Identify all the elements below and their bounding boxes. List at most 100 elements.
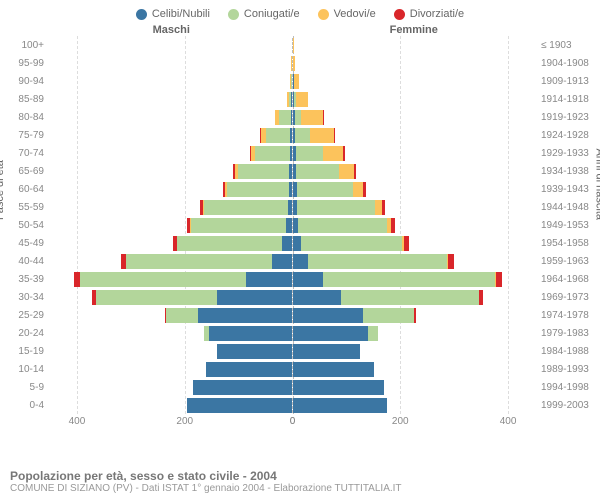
- bar-segment: [294, 74, 299, 89]
- female-bar: [293, 146, 535, 161]
- bar-segment: [391, 218, 395, 233]
- bar-segment: [291, 110, 292, 125]
- y-left-axis-title: Fasce di età: [0, 160, 6, 220]
- bar-pair: [50, 272, 535, 287]
- bar-segment: [80, 272, 247, 287]
- age-row: 55-59 1944-1948: [0, 198, 600, 216]
- age-label: 75-79: [0, 130, 50, 141]
- age-label: 65-69: [0, 166, 50, 177]
- male-bar: [50, 344, 293, 359]
- age-label: 95-99: [0, 58, 50, 69]
- bar-segment: [227, 182, 289, 197]
- age-label: 60-64: [0, 184, 50, 195]
- age-row: 40-44 1959-1963: [0, 252, 600, 270]
- bar-pair: [50, 182, 535, 197]
- birth-label: 1909-1913: [535, 76, 600, 87]
- age-label: 30-34: [0, 292, 50, 303]
- age-label: 10-14: [0, 364, 50, 375]
- male-bar: [50, 362, 293, 377]
- age-label: 55-59: [0, 202, 50, 213]
- legend-item: Divorziati/e: [394, 8, 464, 20]
- legend-item: Celibi/Nubili: [136, 8, 210, 20]
- x-axis-right: 0200400: [293, 416, 536, 430]
- male-bar: [50, 128, 293, 143]
- male-bar: [50, 56, 293, 71]
- age-row: 75-79 1924-1928: [0, 126, 600, 144]
- x-tick: 400: [69, 416, 86, 427]
- bar-pair: [50, 56, 535, 71]
- age-row: 15-19 1984-1988: [0, 342, 600, 360]
- bar-segment: [301, 236, 402, 251]
- bar-segment: [448, 254, 453, 269]
- female-bar: [293, 344, 535, 359]
- age-row: 60-64 1939-1943: [0, 180, 600, 198]
- pyramid-chart: Fasce di età Anni di nascita 100+ ≤ 1903…: [0, 36, 600, 444]
- bar-segment: [126, 254, 271, 269]
- bar-segment: [382, 200, 385, 215]
- bar-segment: [289, 164, 292, 179]
- bar-pair: [50, 362, 535, 377]
- bar-segment: [343, 146, 345, 161]
- male-bar: [50, 38, 293, 53]
- female-bar: [293, 182, 535, 197]
- bar-segment: [272, 254, 292, 269]
- bar-segment: [323, 146, 343, 161]
- age-row: 85-89 1914-1918: [0, 90, 600, 108]
- female-bar: [293, 38, 535, 53]
- bar-segment: [204, 200, 287, 215]
- bar-segment: [296, 146, 323, 161]
- bar-pair: [50, 344, 535, 359]
- bar-segment: [293, 236, 301, 251]
- age-label: 90-94: [0, 76, 50, 87]
- birth-label: 1949-1953: [535, 220, 600, 231]
- x-tick: 400: [500, 416, 517, 427]
- male-bar: [50, 164, 293, 179]
- male-bar: [50, 182, 293, 197]
- male-bar: [50, 326, 293, 341]
- age-label: 45-49: [0, 238, 50, 249]
- bar-segment: [291, 56, 292, 71]
- bar-segment: [293, 398, 387, 413]
- female-bar: [293, 236, 535, 251]
- age-row: 80-84 1919-1923: [0, 108, 600, 126]
- birth-label: 1999-2003: [535, 400, 600, 411]
- bar-segment: [293, 308, 363, 323]
- bar-pair: [50, 74, 535, 89]
- bar-pair: [50, 254, 535, 269]
- age-label: 35-39: [0, 274, 50, 285]
- male-bar: [50, 92, 293, 107]
- female-bar: [293, 128, 535, 143]
- legend-swatch: [136, 9, 147, 20]
- female-bar: [293, 164, 535, 179]
- male-bar: [50, 290, 293, 305]
- bar-pair: [50, 380, 535, 395]
- age-label: 0-4: [0, 400, 50, 411]
- age-row: 30-34 1969-1973: [0, 288, 600, 306]
- bar-segment: [198, 308, 292, 323]
- birth-label: 1969-1973: [535, 292, 600, 303]
- age-label: 100+: [0, 40, 50, 51]
- birth-label: ≤ 1903: [535, 40, 600, 51]
- birth-label: 1954-1958: [535, 238, 600, 249]
- female-bar: [293, 56, 535, 71]
- chart-title: Popolazione per età, sesso e stato civil…: [10, 469, 590, 483]
- bar-segment: [414, 308, 416, 323]
- bar-segment: [282, 236, 292, 251]
- bar-segment: [293, 254, 308, 269]
- female-bar: [293, 200, 535, 215]
- bar-pair: [50, 146, 535, 161]
- female-bar: [293, 398, 535, 413]
- age-label: 5-9: [0, 382, 50, 393]
- male-bar: [50, 254, 293, 269]
- bar-segment: [323, 272, 495, 287]
- birth-label: 1964-1968: [535, 274, 600, 285]
- bar-segment: [193, 380, 292, 395]
- legend-swatch: [394, 9, 405, 20]
- male-bar: [50, 146, 293, 161]
- female-bar: [293, 74, 535, 89]
- birth-label: 1944-1948: [535, 202, 600, 213]
- female-bar: [293, 110, 535, 125]
- birth-label: 1919-1923: [535, 112, 600, 123]
- bar-pair: [50, 110, 535, 125]
- age-row: 20-24 1979-1983: [0, 324, 600, 342]
